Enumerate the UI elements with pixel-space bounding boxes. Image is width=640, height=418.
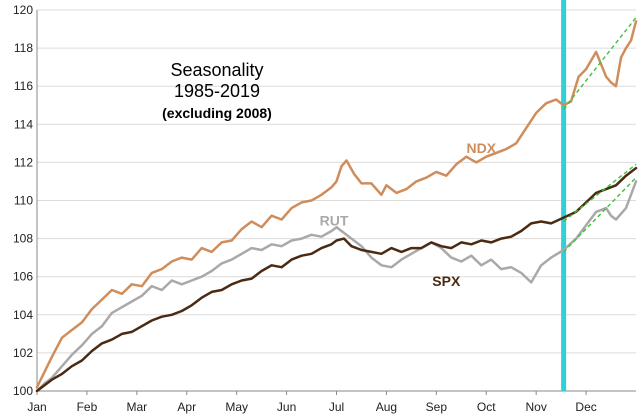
x-tick-label: Feb [77, 400, 98, 414]
chart-title-block: Seasonality 1985-2019 (excluding 2008) [162, 60, 272, 121]
series-label-spx: SPX [432, 273, 461, 289]
y-tick-label: 114 [14, 117, 33, 131]
trend-line [563, 163, 637, 223]
x-tick-label: Mar [126, 400, 147, 414]
x-tick-label: Jan [27, 400, 46, 414]
series-label-rut: RUT [320, 212, 349, 228]
x-tick-label: May [225, 400, 248, 414]
trend-line [563, 17, 637, 110]
y-tick-label: 116 [14, 79, 33, 93]
y-tick-label: 118 [14, 41, 33, 55]
trend-line [563, 177, 637, 253]
trend-lines [563, 17, 637, 253]
x-tick-label: Apr [177, 400, 196, 414]
series-line-ndx [35, 20, 638, 389]
x-tick-label: Nov [525, 400, 546, 414]
chart-subtitle: 1985-2019 [174, 81, 260, 101]
y-tick-label: 104 [13, 308, 33, 322]
y-tick-label: 100 [13, 384, 33, 398]
series-line-spx [35, 166, 638, 393]
axes [36, 10, 636, 395]
x-tick-label: Dec [575, 400, 596, 414]
tick-labels: 100 102 104 106 108 110 112 114 116 118 120 Jan Feb M… [13, 3, 597, 414]
y-tick-label: 108 [13, 232, 33, 246]
y-tick-label: 112 [14, 155, 33, 169]
x-tick-label: Aug [376, 400, 397, 414]
series-layer [35, 20, 638, 393]
x-tick-label: Jul [329, 400, 344, 414]
series-label-ndx: NDX [466, 140, 496, 156]
grid [37, 9, 636, 392]
y-tick-label: 120 [13, 3, 33, 17]
x-tick-label: Oct [477, 400, 496, 414]
y-tick-label: 106 [13, 270, 33, 284]
series-labels: NDX RUT SPX [320, 140, 497, 289]
x-tick-label: Jun [277, 400, 296, 414]
y-tick-label: 102 [13, 346, 33, 360]
chart-note: (excluding 2008) [162, 105, 272, 121]
y-tick-label: 110 [14, 194, 33, 208]
series-line-rut [35, 180, 638, 393]
chart-title: Seasonality [170, 60, 263, 80]
x-tick-label: Sep [426, 400, 448, 414]
